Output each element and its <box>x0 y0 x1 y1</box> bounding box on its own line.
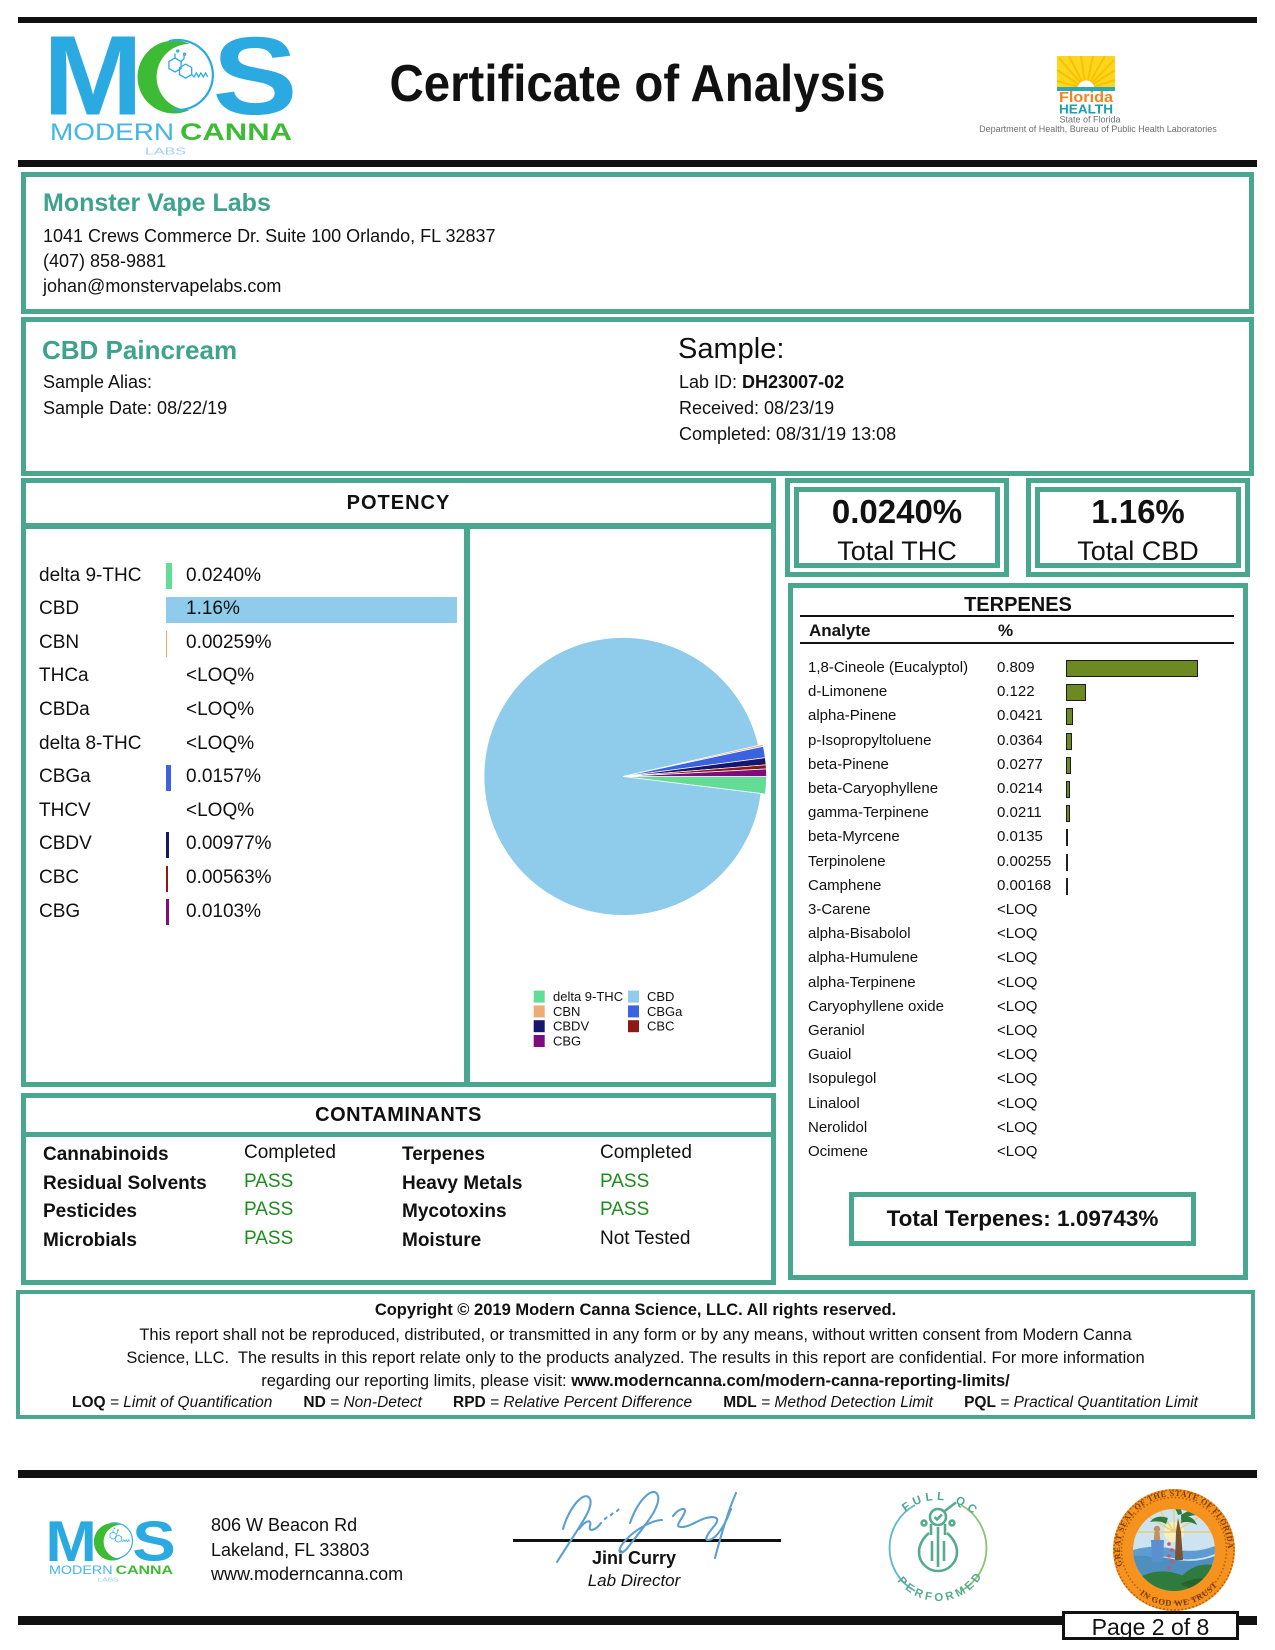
svg-text:delta 9-THC: delta 9-THC <box>553 989 623 1004</box>
svg-text:CBG: CBG <box>553 1033 581 1048</box>
svg-text:M: M <box>48 33 143 139</box>
svg-text:MODERN: MODERN <box>50 119 174 146</box>
svg-text:CANNA: CANNA <box>116 1563 174 1577</box>
svg-text:State of Florida: State of Florida <box>1059 115 1120 125</box>
svg-text:S: S <box>132 1519 174 1573</box>
svg-text:HEALTH: HEALTH <box>1059 102 1113 117</box>
svg-text:CANNA: CANNA <box>180 119 292 146</box>
svg-text:PERFORMED: PERFORMED <box>895 1569 986 1604</box>
svg-text:Florida: Florida <box>1059 90 1114 106</box>
svg-text:M: M <box>48 1519 97 1574</box>
svg-text:MODERN: MODERN <box>49 1563 113 1577</box>
svg-text:LABS: LABS <box>98 1577 120 1583</box>
svg-text:Department of Health, Bureau o: Department of Health, Bureau of Public H… <box>979 124 1217 134</box>
svg-text:LABS: LABS <box>145 146 186 158</box>
svg-text:CBC: CBC <box>647 1019 674 1034</box>
svg-text:CBDV: CBDV <box>553 1019 589 1034</box>
svg-text:CBD: CBD <box>647 989 674 1004</box>
svg-text:CBN: CBN <box>553 1004 580 1019</box>
svg-text:CBGa: CBGa <box>647 1004 683 1019</box>
svg-text:S: S <box>213 33 295 138</box>
